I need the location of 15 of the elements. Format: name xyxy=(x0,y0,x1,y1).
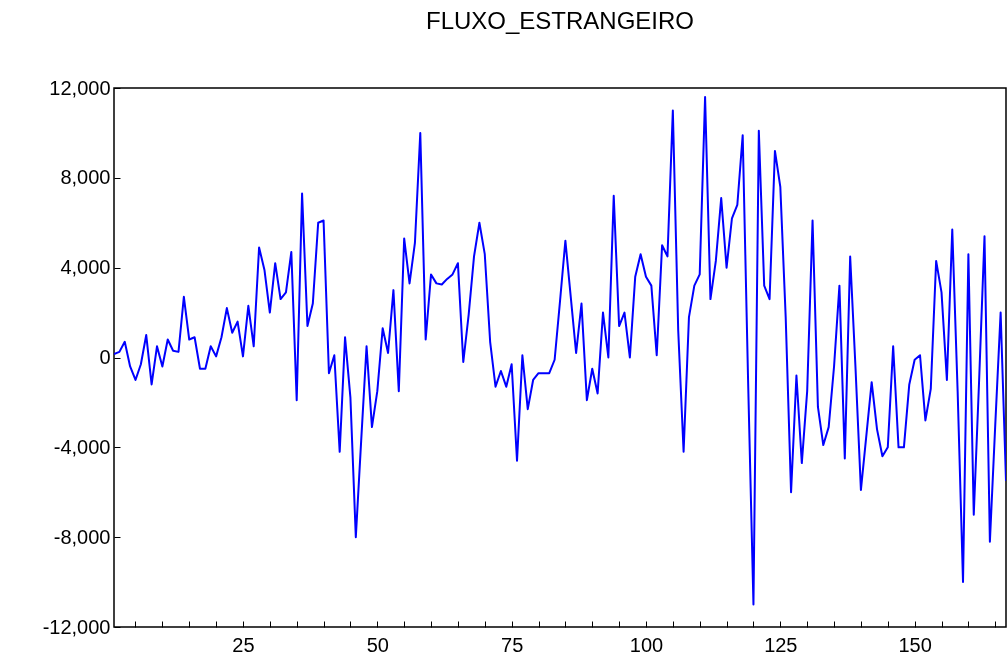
y-tick-label: 8,000 xyxy=(60,166,111,189)
y-tick-label: 0 xyxy=(99,346,111,368)
y-tick-label: -12,000 xyxy=(42,615,111,638)
x-tick-label: 75 xyxy=(501,633,524,656)
x-tick-label: 25 xyxy=(232,633,255,656)
y-tick-label: -4,000 xyxy=(53,435,111,458)
x-tick-label: 50 xyxy=(366,633,389,656)
line-series xyxy=(114,95,1006,606)
y-tick-label: -8,000 xyxy=(53,525,111,548)
chart-title: FLUXO_ESTRANGEIRO xyxy=(425,7,695,34)
x-tick-label: 100 xyxy=(629,633,664,656)
y-tick-label: 12,000 xyxy=(49,76,111,99)
x-tick-label: 125 xyxy=(764,633,798,656)
x-tick-label: 150 xyxy=(898,633,932,656)
y-tick-label: 4,000 xyxy=(60,256,111,279)
